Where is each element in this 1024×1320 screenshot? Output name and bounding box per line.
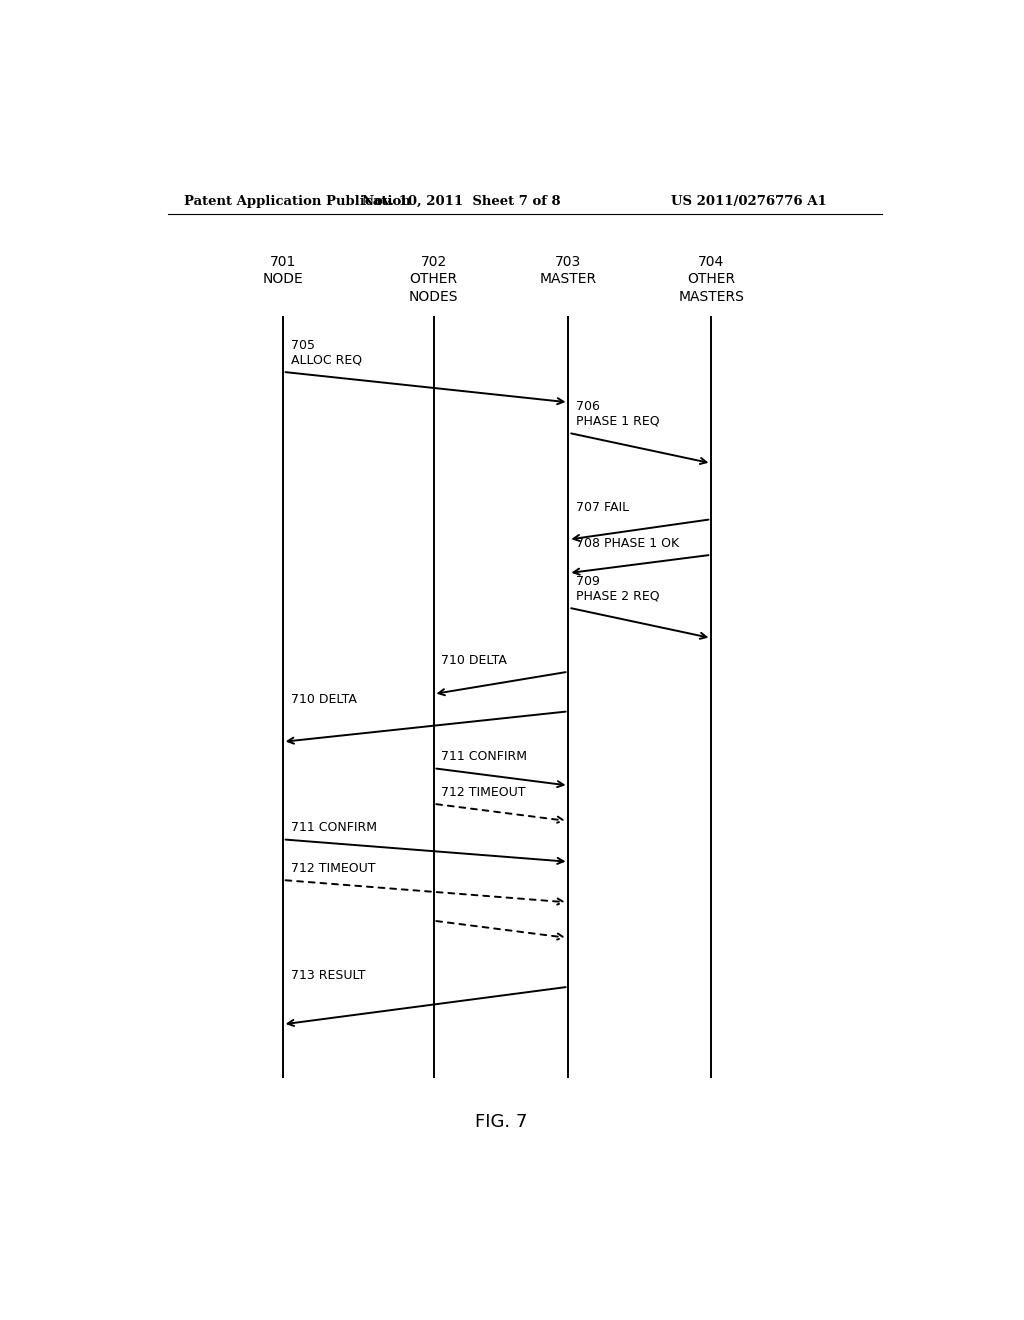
Text: 707 FAIL: 707 FAIL — [577, 502, 630, 515]
Text: 710 DELTA: 710 DELTA — [291, 693, 356, 706]
Text: 711 CONFIRM: 711 CONFIRM — [291, 821, 377, 834]
Text: 712 TIMEOUT: 712 TIMEOUT — [441, 785, 526, 799]
Text: 708 PHASE 1 OK: 708 PHASE 1 OK — [577, 537, 680, 549]
Text: 711 CONFIRM: 711 CONFIRM — [441, 750, 527, 763]
Text: 706
PHASE 1 REQ: 706 PHASE 1 REQ — [577, 400, 660, 428]
Text: FIG. 7: FIG. 7 — [475, 1113, 527, 1131]
Text: 713 RESULT: 713 RESULT — [291, 969, 366, 982]
Text: 702
OTHER
NODES: 702 OTHER NODES — [409, 255, 459, 304]
Text: Patent Application Publication: Patent Application Publication — [183, 194, 411, 207]
Text: 705
ALLOC REQ: 705 ALLOC REQ — [291, 339, 361, 367]
Text: US 2011/0276776 A1: US 2011/0276776 A1 — [671, 194, 826, 207]
Text: 712 TIMEOUT: 712 TIMEOUT — [291, 862, 375, 875]
Text: Nov. 10, 2011  Sheet 7 of 8: Nov. 10, 2011 Sheet 7 of 8 — [362, 194, 560, 207]
Text: 710 DELTA: 710 DELTA — [441, 653, 507, 667]
Text: 709
PHASE 2 REQ: 709 PHASE 2 REQ — [577, 574, 660, 602]
Text: 701
NODE: 701 NODE — [262, 255, 303, 286]
Text: 704
OTHER
MASTERS: 704 OTHER MASTERS — [678, 255, 744, 304]
Text: 703
MASTER: 703 MASTER — [540, 255, 597, 286]
